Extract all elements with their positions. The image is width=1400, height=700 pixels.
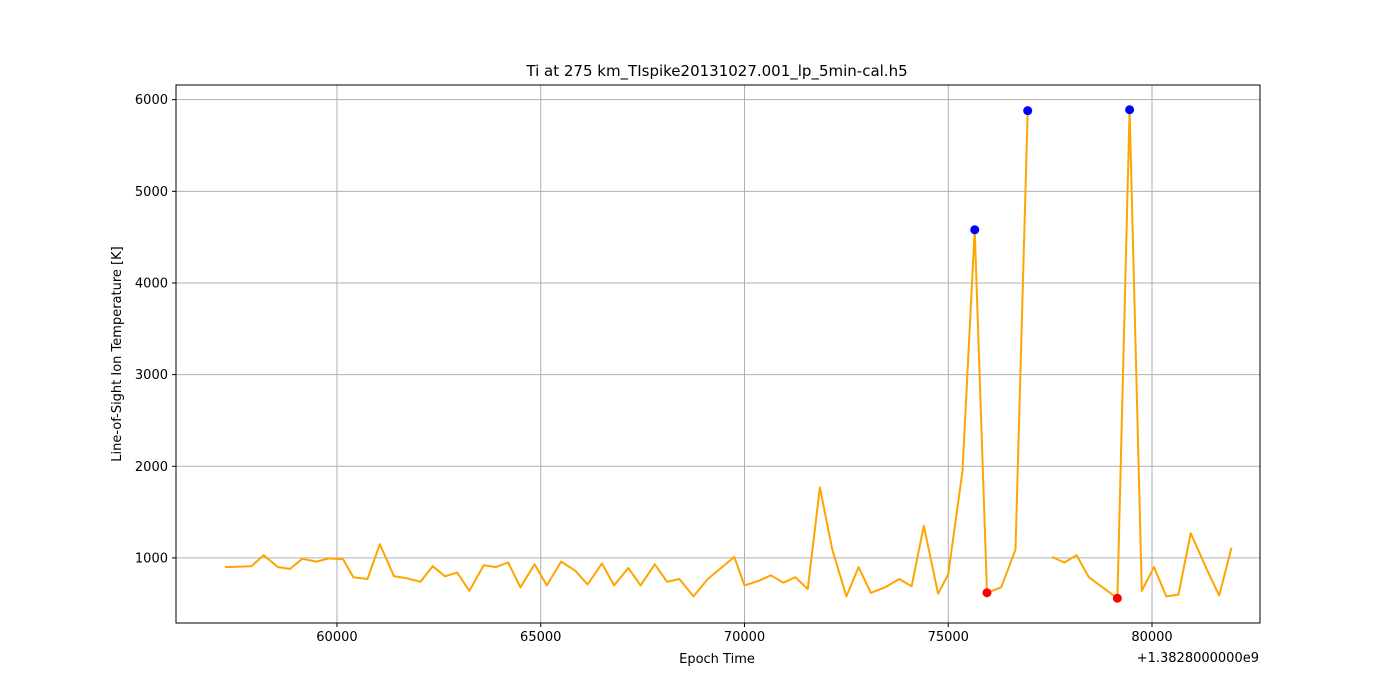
y-tick-label: 6000: [135, 93, 168, 108]
chart-title: Ti at 275 km_TIspike20131027.001_lp_5min…: [525, 62, 907, 81]
x-axis-ticks: 60000 65000 70000 75000 80000: [316, 623, 1173, 645]
minimum-marker: [1112, 593, 1122, 603]
y-tick-label: 4000: [135, 276, 168, 291]
x-axis-label: Epoch Time: [679, 652, 755, 667]
x-tick-label: 80000: [1131, 630, 1172, 645]
y-tick-label: 1000: [135, 551, 168, 566]
series-line-segment: [224, 110, 1029, 598]
minimum-marker: [982, 588, 992, 598]
y-tick-label: 2000: [135, 460, 168, 475]
maximum-marker: [1023, 106, 1033, 116]
extrema-markers: [970, 105, 1135, 603]
series-line-segment: [1051, 108, 1233, 600]
plot-frame: [175, 84, 1261, 624]
maximum-marker: [1125, 105, 1135, 115]
maximum-marker: [970, 225, 980, 235]
y-tick-label: 5000: [135, 185, 168, 200]
x-tick-label: 70000: [724, 630, 765, 645]
y-tick-label: 3000: [135, 368, 168, 383]
grid-lines: [176, 85, 1260, 623]
x-tick-label: 60000: [316, 630, 357, 645]
x-tick-label: 75000: [928, 630, 969, 645]
y-axis-label: Line-of-Sight Ion Temperature [K]: [110, 246, 125, 461]
x-axis-offset-label: +1.3828000000e9: [1137, 651, 1259, 666]
data-series-line: [224, 108, 1233, 600]
y-axis-ticks: 1000 2000 3000 4000 5000 6000: [135, 93, 176, 566]
x-tick-label: 65000: [520, 630, 561, 645]
